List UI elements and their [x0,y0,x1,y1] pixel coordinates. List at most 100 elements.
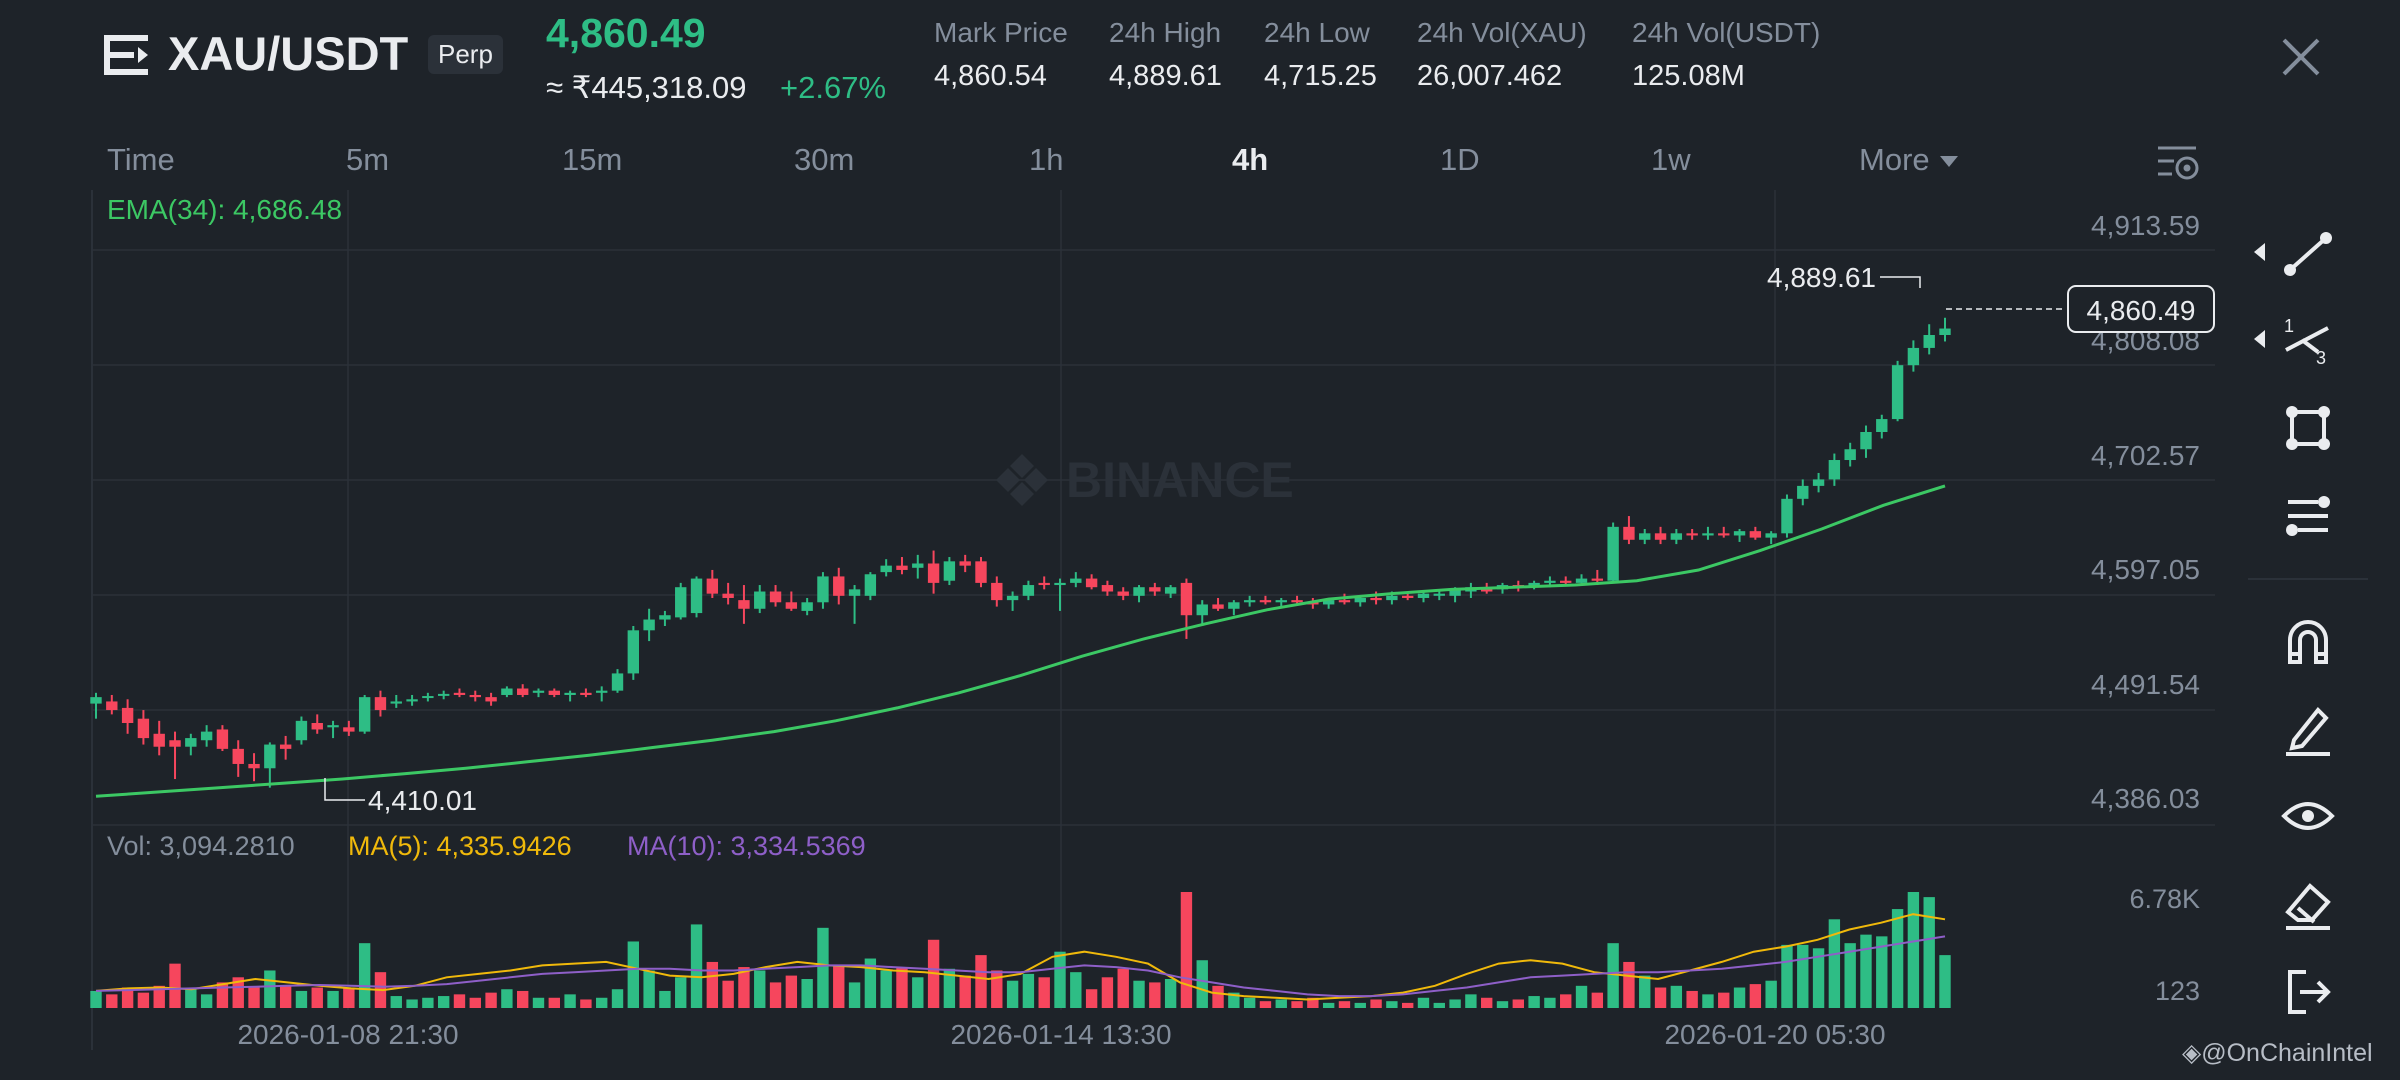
price-change-percent: +2.67% [780,70,887,105]
volume-bar [1670,985,1683,1008]
candle-body [1765,533,1777,538]
tab-30m[interactable]: 30m [794,142,855,177]
close-icon[interactable] [2278,34,2324,80]
candle-body [501,688,513,695]
volume-bar [311,987,323,1008]
chart-grid [91,190,2215,1050]
tab-time[interactable]: Time [107,142,175,177]
volume-bar [232,977,244,1008]
volume-tick: 6.78K [2129,884,2200,914]
candle-body [1749,531,1762,538]
volume-bar [1054,951,1066,1008]
candle-body [1322,600,1335,605]
stat-label-mark-price: Mark Price [934,17,1068,48]
volume-bar [1149,982,1161,1008]
price-tick: 4,491.54 [2091,669,2200,700]
candle-body [1907,347,1920,366]
candle-body [1101,585,1114,592]
volume-bar [1401,1002,1414,1008]
menu-icon[interactable] [102,33,150,77]
candle-body [738,600,750,609]
stat-value-24h-vol-base: 26,007.462 [1417,60,1563,92]
tab-4h[interactable]: 4h [1232,142,1269,177]
candle-body [1939,328,1951,335]
ma5-line [95,913,1946,1001]
exit-icon[interactable] [2278,962,2338,1022]
candle-body [374,697,387,711]
candle-body [817,576,829,603]
eye-icon[interactable] [2278,786,2338,846]
volume-bar [1275,999,1287,1008]
price-chart[interactable]: BINANCE EMA(34): 4,686.48 4,913.59 4,808… [0,190,2240,1080]
lines-settings-icon[interactable] [2278,486,2338,546]
stat-value-24h-vol-quote: 125.08M [1632,60,1745,92]
volume-bar [1781,944,1793,1008]
volume-bar [1180,892,1193,1008]
volume-bar [327,990,339,1008]
pen-icon[interactable] [2278,698,2338,758]
candle-body [106,701,118,711]
candle-body [1417,593,1430,598]
volume-bar [90,990,102,1008]
volume-bar [943,968,956,1008]
volume-bar [422,997,434,1008]
volume-bar [1038,977,1050,1008]
chart-settings-icon[interactable] [2152,138,2202,184]
volume-bar [912,977,924,1008]
candle-body [880,565,892,573]
expand-arrow-icon[interactable] [2254,243,2265,261]
volume-bar [1307,997,1319,1008]
trendline-icon[interactable] [2278,224,2338,284]
volume-bar [1686,990,1698,1008]
volume-bar [517,990,529,1008]
fibonacci-icon[interactable]: 1 3 [2278,310,2338,370]
volume-bar [501,989,513,1008]
candle-body [1623,526,1635,540]
eraser-icon[interactable] [2278,874,2338,934]
volume-bar [1907,892,1920,1008]
price-tick: 4,386.03 [2091,783,2200,814]
tab-5m[interactable]: 5m [346,142,390,177]
volume-bar [1006,980,1019,1008]
fiat-price: ≈ ₹445,318.09 [546,70,747,105]
volume-bar [1639,975,1651,1008]
high-marker-label: 4,889.61 [1767,262,1876,293]
pair-symbol[interactable]: XAU/USDT [168,27,409,80]
tab-1w[interactable]: 1w [1651,142,1691,177]
volume-bar [991,970,1003,1008]
candle-body [1228,602,1240,609]
shapes-icon[interactable] [2278,398,2338,458]
tab-more[interactable]: More [1859,142,1958,178]
volume-bar [785,975,798,1008]
tab-15m[interactable]: 15m [562,142,623,177]
volume-bar [1228,992,1240,1008]
time-tick: 2026-01-14 13:30 [950,1019,1171,1050]
candle-body [1718,533,1730,536]
expand-arrow-icon[interactable] [2254,330,2265,348]
volume-bar [169,963,181,1008]
volume-bar [1749,984,1762,1008]
candle-body [1133,587,1145,596]
volume-bar [690,924,703,1008]
ema-indicator-label[interactable]: EMA(34): 4,686.48 [107,194,342,225]
candle-body [1354,597,1366,603]
volume-bar [738,967,750,1008]
candle-body [1607,526,1619,581]
current-price-tag [2067,285,2215,333]
volume-bar [659,990,671,1008]
candle-body [611,673,624,691]
candle-body [295,720,308,741]
volume-label: Vol: 3,094.2810 [107,831,295,861]
volume-bar [1196,960,1208,1008]
candle-body [185,738,197,747]
candle-body [1370,597,1382,601]
tab-1h[interactable]: 1h [1029,142,1064,177]
candle-body [1923,335,1935,348]
candle-body [1575,578,1588,583]
volume-bar [264,970,276,1008]
magnet-icon[interactable] [2278,610,2338,670]
watermark-text: BINANCE [1066,452,1294,508]
candle-body [706,578,719,594]
tab-1d[interactable]: 1D [1440,142,1480,177]
time-tick: 2026-01-08 21:30 [237,1019,458,1050]
